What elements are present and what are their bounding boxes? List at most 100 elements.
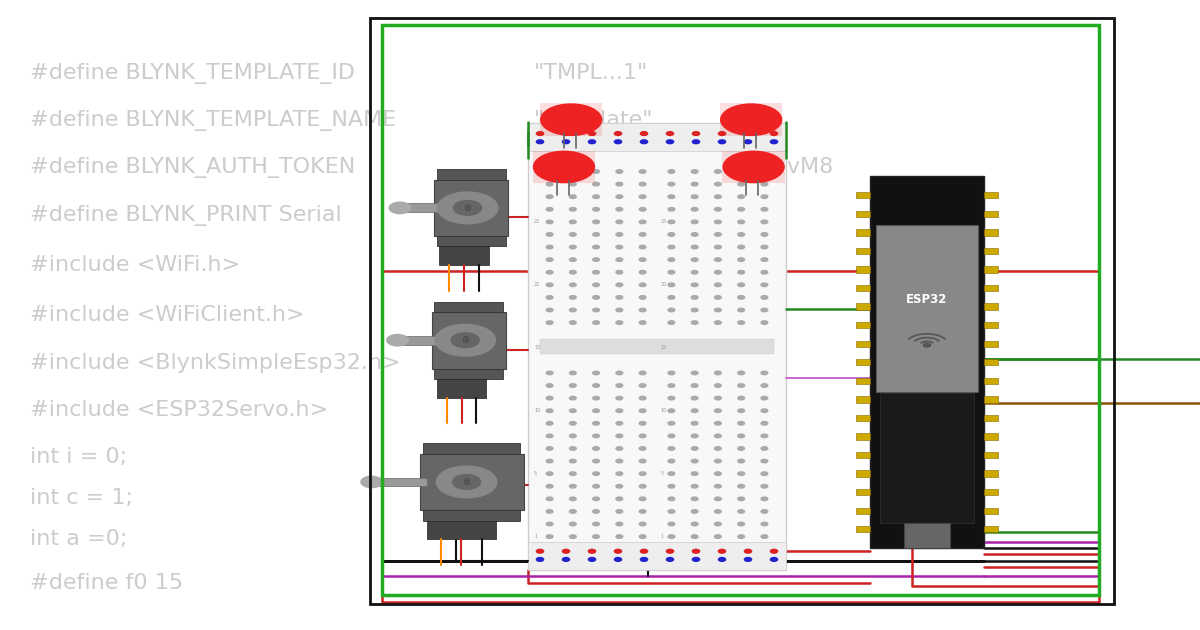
Circle shape	[761, 371, 768, 375]
Circle shape	[738, 409, 744, 413]
Circle shape	[691, 169, 698, 173]
Circle shape	[437, 192, 498, 224]
Text: ⊗: ⊗	[462, 477, 470, 487]
Bar	[876, 225, 978, 392]
Bar	[856, 526, 870, 532]
Bar	[382, 25, 1099, 595]
Text: 1: 1	[534, 534, 538, 539]
Circle shape	[668, 434, 674, 438]
Circle shape	[744, 132, 751, 135]
Circle shape	[640, 384, 646, 387]
Circle shape	[714, 207, 721, 211]
Circle shape	[434, 324, 496, 356]
Circle shape	[761, 459, 768, 463]
Circle shape	[546, 434, 553, 438]
Circle shape	[641, 558, 648, 561]
Bar	[856, 248, 870, 254]
Circle shape	[616, 497, 623, 501]
Circle shape	[719, 558, 726, 561]
Circle shape	[691, 207, 698, 211]
Circle shape	[570, 459, 576, 463]
Circle shape	[714, 484, 721, 488]
Circle shape	[714, 510, 721, 513]
Circle shape	[614, 558, 622, 561]
Circle shape	[738, 484, 744, 488]
Circle shape	[640, 270, 646, 274]
Circle shape	[593, 232, 600, 236]
Circle shape	[668, 295, 674, 299]
Text: int c = 1;: int c = 1;	[30, 488, 133, 508]
Circle shape	[770, 140, 778, 144]
Text: 25: 25	[534, 219, 540, 224]
Circle shape	[714, 535, 721, 539]
Circle shape	[714, 308, 721, 312]
Circle shape	[593, 308, 600, 312]
Circle shape	[668, 459, 674, 463]
Circle shape	[714, 195, 721, 198]
Circle shape	[641, 132, 648, 135]
Bar	[437, 169, 505, 180]
Circle shape	[668, 169, 674, 173]
Circle shape	[546, 535, 553, 539]
Circle shape	[770, 549, 778, 553]
Bar	[905, 523, 950, 548]
Text: #define BLYNK_TEMPLATE_ID: #define BLYNK_TEMPLATE_ID	[30, 63, 355, 84]
Circle shape	[593, 207, 600, 211]
Circle shape	[570, 484, 576, 488]
Bar	[400, 203, 439, 212]
Bar	[856, 322, 870, 328]
Circle shape	[691, 484, 698, 488]
Circle shape	[761, 295, 768, 299]
Circle shape	[738, 169, 744, 173]
Text: 10: 10	[661, 408, 667, 413]
Circle shape	[640, 258, 646, 261]
Circle shape	[666, 132, 673, 135]
Text: #define BLYNK_AUTH_TOKEN: #define BLYNK_AUTH_TOKEN	[30, 158, 355, 178]
Circle shape	[616, 295, 623, 299]
Bar	[424, 510, 520, 520]
Text: "...mplate": "...mplate"	[534, 110, 654, 130]
Circle shape	[616, 182, 623, 186]
Circle shape	[640, 535, 646, 539]
Bar	[397, 336, 437, 345]
Bar	[528, 123, 786, 570]
Circle shape	[738, 258, 744, 261]
Circle shape	[668, 421, 674, 425]
Circle shape	[389, 202, 410, 214]
Bar	[856, 452, 870, 458]
Circle shape	[761, 245, 768, 249]
Circle shape	[691, 409, 698, 413]
Circle shape	[616, 308, 623, 312]
Circle shape	[546, 258, 553, 261]
Circle shape	[691, 321, 698, 324]
Circle shape	[640, 308, 646, 312]
Circle shape	[563, 558, 570, 561]
Circle shape	[714, 270, 721, 274]
Bar	[372, 478, 427, 486]
Circle shape	[546, 396, 553, 400]
Bar	[437, 379, 486, 398]
Circle shape	[546, 207, 553, 211]
Circle shape	[691, 245, 698, 249]
Bar	[856, 415, 870, 421]
Circle shape	[593, 409, 600, 413]
Circle shape	[546, 283, 553, 287]
Circle shape	[593, 220, 600, 224]
Circle shape	[692, 132, 700, 135]
Circle shape	[616, 484, 623, 488]
Circle shape	[714, 497, 721, 501]
Circle shape	[761, 283, 768, 287]
Circle shape	[714, 421, 721, 425]
Text: int a =0;: int a =0;	[30, 529, 127, 549]
Circle shape	[616, 321, 623, 324]
Circle shape	[719, 549, 726, 553]
Circle shape	[593, 321, 600, 324]
Text: 15: 15	[534, 345, 540, 350]
Circle shape	[738, 472, 744, 476]
Circle shape	[570, 535, 576, 539]
Circle shape	[738, 245, 744, 249]
Circle shape	[588, 549, 595, 553]
Circle shape	[452, 474, 481, 490]
Circle shape	[641, 140, 648, 144]
Text: #include <BlynkSimpleEsp32.h>: #include <BlynkSimpleEsp32.h>	[30, 353, 401, 372]
